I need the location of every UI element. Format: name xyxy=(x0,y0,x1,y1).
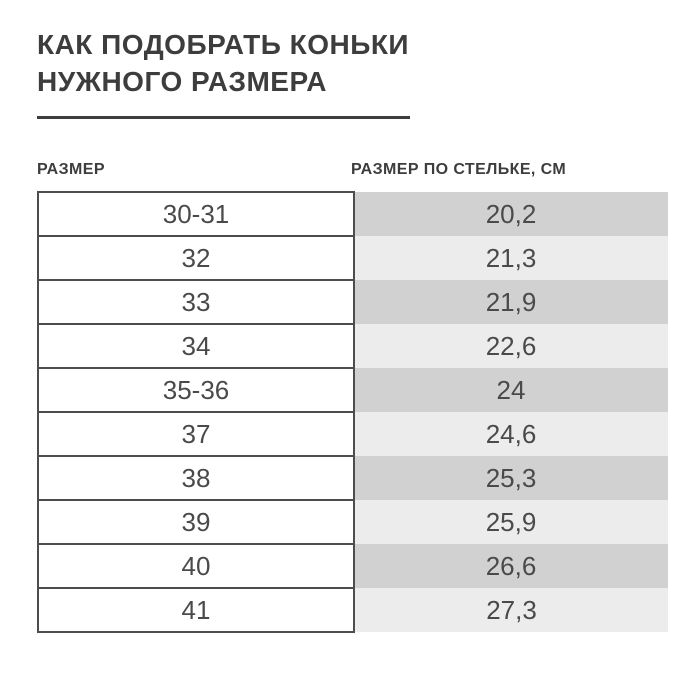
column-header-size: РАЗМЕР xyxy=(37,161,105,178)
title-underline xyxy=(37,116,410,119)
insole-cell: 22,6 xyxy=(354,324,668,368)
column-header-insole: РАЗМЕР ПО СТЕЛЬКЕ, СМ xyxy=(351,161,567,178)
page-title-line1: КАК ПОДОБРАТЬ КОНЬКИ xyxy=(37,29,410,60)
insole-cell: 21,3 xyxy=(354,236,668,280)
table-row: 39 25,9 xyxy=(37,499,668,545)
insole-cell: 26,6 xyxy=(354,544,668,588)
size-cell: 40 xyxy=(37,543,355,589)
insole-cell: 24,6 xyxy=(354,412,668,456)
table-row: 41 27,3 xyxy=(37,587,668,633)
table-row: 35-36 24 xyxy=(37,367,668,413)
size-table: 30-31 20,2 32 21,3 33 21,9 34 22,6 35-36… xyxy=(37,191,669,633)
size-cell: 38 xyxy=(37,455,355,501)
insole-cell: 27,3 xyxy=(354,588,668,632)
size-cell: 33 xyxy=(37,279,355,325)
size-cell: 30-31 xyxy=(37,191,355,237)
table-row: 32 21,3 xyxy=(37,235,668,281)
insole-cell: 21,9 xyxy=(354,280,668,324)
insole-cell: 20,2 xyxy=(354,192,668,236)
table-row: 40 26,6 xyxy=(37,543,668,589)
size-cell: 37 xyxy=(37,411,355,457)
page-title-line2: НУЖНОГО РАЗМЕРА xyxy=(37,66,327,97)
insole-cell: 25,9 xyxy=(354,500,668,544)
insole-cell: 25,3 xyxy=(354,456,668,500)
size-cell: 39 xyxy=(37,499,355,545)
table-row: 38 25,3 xyxy=(37,455,668,501)
size-cell: 34 xyxy=(37,323,355,369)
size-cell: 32 xyxy=(37,235,355,281)
table-row: 33 21,9 xyxy=(37,279,668,325)
insole-cell: 24 xyxy=(354,368,668,412)
size-cell: 35-36 xyxy=(37,367,355,413)
table-row: 37 24,6 xyxy=(37,411,668,457)
table-header-row: РАЗМЕР РАЗМЕР ПО СТЕЛЬКЕ, СМ xyxy=(37,161,663,179)
size-table-body: 30-31 20,2 32 21,3 33 21,9 34 22,6 35-36… xyxy=(37,191,668,633)
table-row: 30-31 20,2 xyxy=(37,191,668,237)
table-row: 34 22,6 xyxy=(37,323,668,369)
page-title: КАК ПОДОБРАТЬ КОНЬКИ НУЖНОГО РАЗМЕРА xyxy=(37,26,663,100)
size-cell: 41 xyxy=(37,587,355,633)
